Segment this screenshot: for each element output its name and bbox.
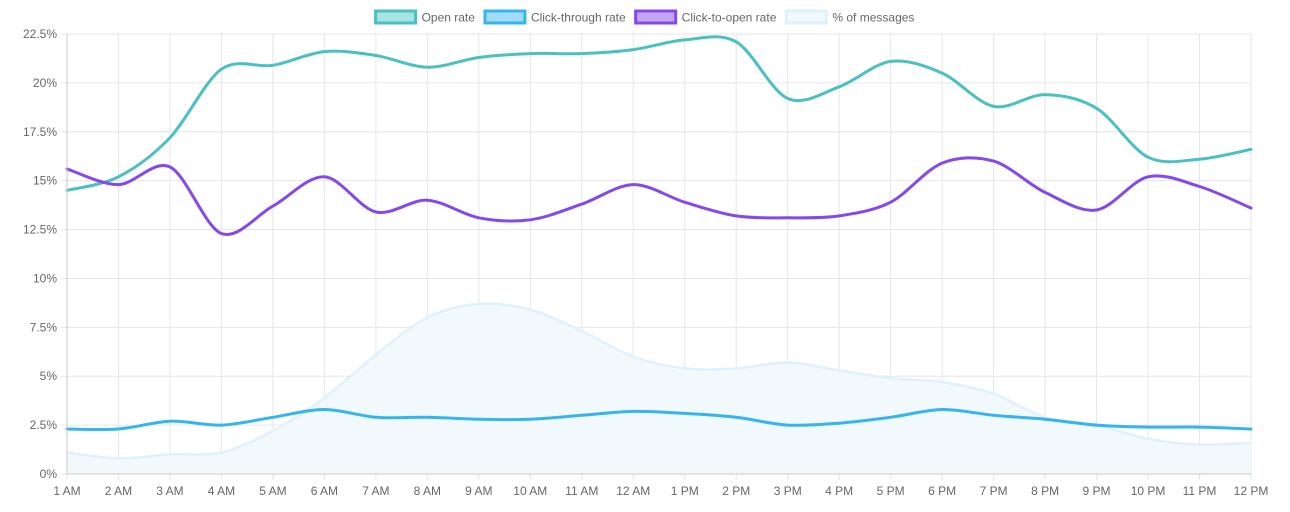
legend-swatch-of-messages[interactable]	[784, 9, 828, 25]
x-tick-label: 6 PM	[928, 484, 956, 498]
legend-label-click-through-rate[interactable]: Click-through rate	[531, 11, 626, 25]
chart-axes: 0% 2.5% 5% 7.5% 10% 12.5% 15% 17.5% 20% 22.5% 1 AM…	[23, 27, 1268, 498]
legend-label-open-rate[interactable]: Open rate	[422, 11, 476, 25]
x-tick-label: 3 AM	[156, 484, 183, 498]
legend-swatch-click-to-open-rate[interactable]	[634, 9, 678, 25]
y-tick-label: 12.5%	[23, 223, 57, 237]
x-tick-label: 6 AM	[311, 484, 338, 498]
y-tick-label: 0%	[40, 467, 58, 481]
legend-label-click-to-open-rate[interactable]: Click-to-open rate	[682, 11, 777, 25]
y-tick-label: 10%	[33, 271, 57, 285]
x-tick-label: 7 PM	[980, 484, 1008, 498]
series-line-open-rate	[65, 35, 1253, 192]
x-tick-label: 12 PM	[1234, 484, 1269, 498]
x-tick-label: 10 PM	[1131, 484, 1166, 498]
x-tick-label: 10 AM	[513, 484, 547, 498]
legend-swatch-open-rate[interactable]	[374, 9, 418, 25]
x-tick-label: 2 PM	[722, 484, 750, 498]
x-tick-label: 11 AM	[565, 484, 598, 498]
x-tick-label: 7 AM	[362, 484, 389, 498]
x-tick-label: 5 AM	[259, 484, 286, 498]
series-line-click-to-open-rate	[65, 156, 1253, 236]
x-tick-label: 8 PM	[1031, 484, 1059, 498]
x-tick-label: 3 PM	[774, 484, 802, 498]
x-tick-label: 9 AM	[465, 484, 492, 498]
x-tick-label: 8 AM	[414, 484, 441, 498]
y-tick-label: 5%	[40, 369, 58, 383]
y-tick-label: 15%	[33, 174, 57, 188]
x-tick-label: 1 AM	[53, 484, 80, 498]
series-area-of-messages	[67, 303, 1251, 474]
chart-legend: Open rate Click-through rate Click-to-open…	[374, 9, 914, 25]
y-tick-label: 2.5%	[30, 418, 58, 432]
legend-swatch-click-through-rate[interactable]	[483, 9, 527, 25]
legend-label-of-messages[interactable]: % of messages	[832, 11, 914, 25]
x-tick-label: 4 AM	[208, 484, 235, 498]
y-tick-label: 7.5%	[30, 320, 58, 334]
x-tick-label: 5 PM	[877, 484, 905, 498]
x-tick-label: 9 PM	[1083, 484, 1111, 498]
x-tick-label: 4 PM	[825, 484, 853, 498]
y-tick-label: 20%	[33, 76, 57, 90]
x-tick-label: 12 AM	[616, 484, 650, 498]
x-tick-label: 2 AM	[105, 484, 132, 498]
series-line-click-through-rate	[65, 407, 1253, 432]
x-tick-label: 1 PM	[671, 484, 699, 498]
x-tick-label: 11 PM	[1183, 484, 1217, 498]
y-tick-label: 22.5%	[23, 27, 57, 41]
chart-series-layer	[65, 35, 1253, 474]
y-tick-label: 17.5%	[23, 125, 57, 139]
